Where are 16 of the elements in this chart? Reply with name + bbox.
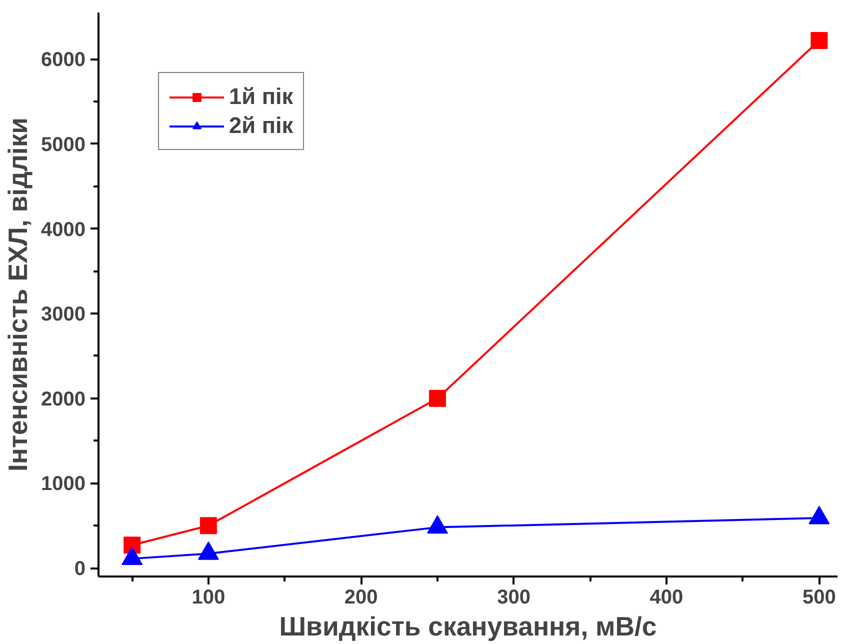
x-tick-label: 200 (344, 586, 378, 608)
y-tick-label: 3000 (41, 304, 86, 326)
x-tick-label: 500 (802, 586, 836, 608)
x-tick-label: 400 (650, 586, 684, 608)
y-axis-title: Інтенсивність ЕХЛ, відліки (3, 117, 34, 472)
legend-label: 1й пік (229, 83, 294, 110)
y-tick-label: 0 (74, 558, 86, 580)
y-tick-label: 1000 (41, 473, 86, 496)
x-tick-label: 100 (192, 586, 226, 608)
y-tick-label: 4000 (41, 218, 86, 241)
y-tick-label: 6000 (41, 49, 86, 72)
legend-label: 2й пік (229, 112, 294, 139)
x-tick-label: 300 (497, 586, 530, 608)
y-tick-label: 2000 (41, 388, 86, 410)
y-tick-label: 5000 (41, 134, 86, 156)
x-axis-title: Швидкість сканування, мВ/с (279, 612, 657, 642)
